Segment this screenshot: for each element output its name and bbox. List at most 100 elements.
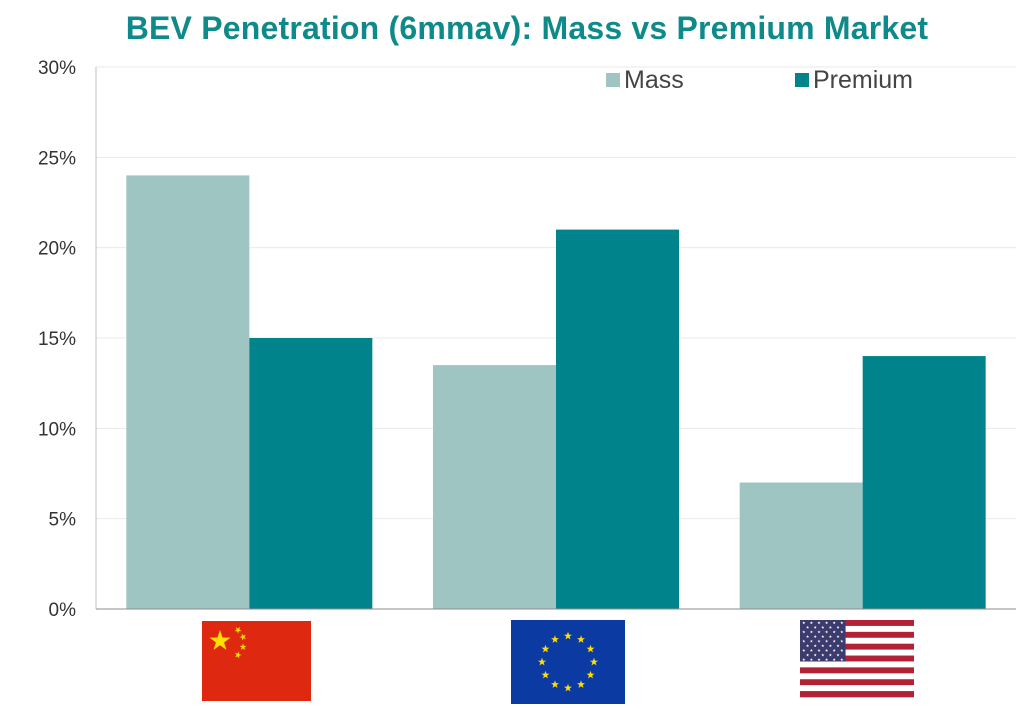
star-icon: [817, 621, 821, 625]
star-icon: [817, 658, 821, 661]
star-icon: [538, 657, 546, 666]
chart-title: BEV Penetration (6mmav): Mass vs Premium…: [125, 10, 929, 46]
star-icon: [817, 639, 821, 643]
star-icon: [564, 631, 572, 640]
star-icon: [802, 648, 806, 652]
star-icon: [802, 630, 806, 634]
star-icon: [577, 635, 585, 643]
legend-swatch-premium: [795, 73, 809, 87]
star-icon: [809, 639, 813, 643]
star-icon: [590, 657, 598, 666]
star-icon: [840, 630, 844, 634]
star-icon: [802, 658, 806, 661]
stripe: [800, 673, 914, 680]
star-icon: [825, 630, 829, 634]
star-icon: [806, 644, 810, 648]
bar-mass-us-flag: [739, 482, 863, 609]
star-icon: [840, 658, 844, 661]
star-icon: [825, 621, 829, 625]
star-icon: [813, 653, 817, 657]
star-icon: [809, 658, 813, 661]
star-icon: [209, 630, 231, 650]
star-icon: [832, 630, 836, 634]
legend-label-premium: Premium: [813, 66, 913, 94]
star-icon: [806, 653, 810, 657]
y-tick-label: 10%: [38, 419, 76, 440]
star-icon: [806, 625, 810, 629]
legend-swatch-mass: [606, 73, 620, 87]
china-flag-icon: [202, 621, 311, 701]
star-icon: [541, 644, 550, 653]
us-flag-icon: [800, 620, 914, 698]
star-icon: [806, 635, 810, 638]
star-icon: [541, 670, 550, 679]
stripe: [800, 661, 914, 668]
y-tick-labels: 0% 5% 10% 15% 20% 25% 30%: [38, 58, 76, 621]
star-icon: [828, 653, 832, 657]
star-icon: [564, 683, 572, 692]
y-tick-label: 0%: [49, 600, 77, 621]
star-icon: [239, 633, 246, 641]
star-icon: [802, 639, 806, 643]
star-icon: [802, 621, 806, 625]
star-icon: [821, 653, 825, 657]
eu-flag-icon: [511, 620, 625, 704]
star-icon: [817, 648, 821, 652]
stripe: [800, 691, 914, 698]
star-icon: [821, 625, 825, 629]
stripe: [800, 685, 914, 692]
star-icon: [832, 658, 836, 661]
star-icon: [809, 648, 813, 652]
star-icon: [586, 644, 595, 653]
star-icon: [836, 635, 840, 638]
star-icon: [825, 658, 829, 661]
star-icon: [825, 648, 829, 652]
star-icon: [809, 630, 813, 634]
star-icon: [809, 621, 813, 625]
star-icon: [828, 635, 832, 638]
bar-premium-china-flag: [249, 338, 373, 609]
star-icon: [577, 680, 585, 688]
star-icon: [239, 643, 247, 650]
star-icon: [813, 644, 817, 648]
bar-mass-eu-flag: [433, 365, 556, 609]
y-tick-label: 20%: [38, 239, 76, 260]
bar-premium-us-flag: [862, 356, 986, 609]
stripe: [800, 625, 914, 633]
star-icon: [813, 635, 817, 638]
star-icon: [836, 625, 840, 629]
star-icon: [551, 635, 559, 643]
star-icon: [825, 639, 829, 643]
star-icon: [832, 621, 836, 625]
stripe: [800, 655, 914, 662]
star-icon: [821, 635, 825, 638]
bar-premium-eu-flag: [556, 229, 679, 609]
star-icon: [234, 627, 242, 634]
star-icon: [840, 648, 844, 652]
legend-label-mass: Mass: [624, 66, 684, 94]
star-icon: [836, 644, 840, 648]
star-icon: [813, 625, 817, 629]
star-icon: [828, 625, 832, 629]
stripe: [800, 643, 914, 650]
star-icon: [832, 648, 836, 652]
y-tick-label: 30%: [38, 58, 76, 79]
star-icon: [832, 639, 836, 643]
stripe: [800, 649, 914, 656]
bar-mass-china-flag: [126, 175, 250, 609]
y-tick-label: 25%: [38, 148, 76, 169]
stripe: [800, 667, 914, 674]
star-icon: [586, 670, 595, 679]
star-icon: [817, 630, 821, 634]
star-icon: [828, 644, 832, 648]
stripe: [800, 620, 914, 627]
stripe: [800, 631, 914, 639]
star-icon: [551, 680, 559, 688]
stripe: [800, 679, 914, 686]
y-tick-label: 5%: [49, 510, 77, 531]
stripe: [800, 637, 914, 644]
axes: [95, 67, 1016, 610]
star-icon: [840, 639, 844, 643]
legend: Mass Premium: [606, 66, 913, 94]
